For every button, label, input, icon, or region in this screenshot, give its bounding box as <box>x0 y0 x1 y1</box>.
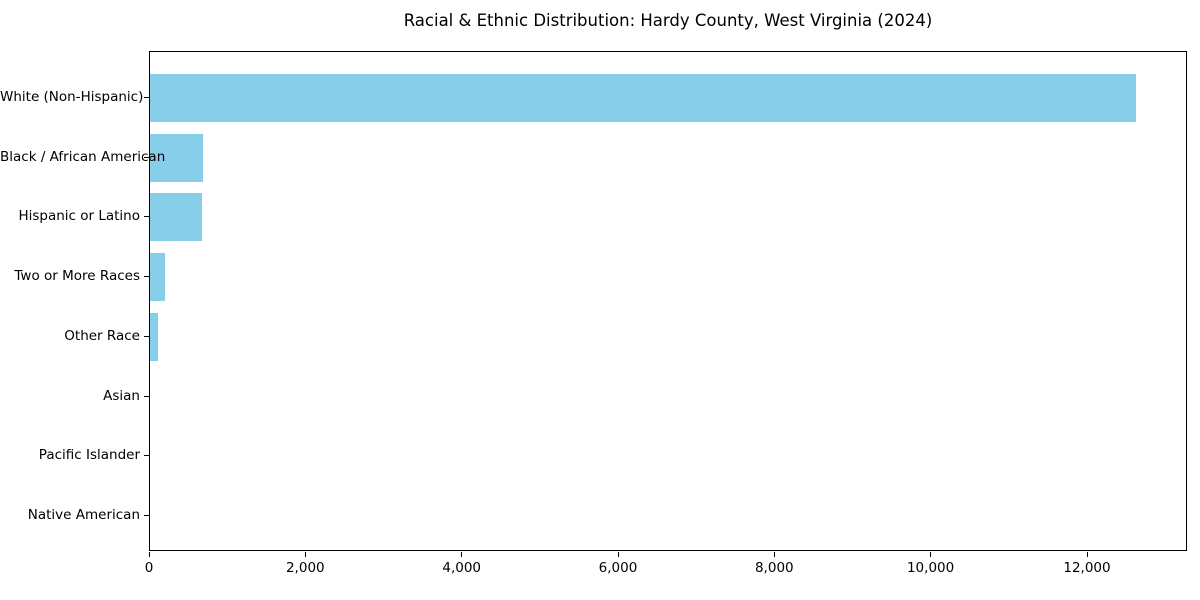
bar-hispanic-or-latino <box>150 193 202 242</box>
y-tick-label-two-or-more-races: Two or More Races <box>14 268 140 285</box>
y-tick-label-black-african-american: Black / African American <box>0 148 166 165</box>
y-tick-label-white-non-hispanic: White (Non-Hispanic) <box>0 89 144 105</box>
x-tick-mark <box>617 552 619 557</box>
y-tick-label-asian: Asian <box>103 387 140 404</box>
x-tick-label-8-000: 8,000 <box>754 560 794 576</box>
bar-white-non-hispanic <box>150 74 1137 122</box>
x-tick-mark <box>461 552 463 557</box>
x-tick-mark <box>773 552 775 557</box>
y-tick-mark <box>144 455 149 457</box>
x-tick-mark <box>148 552 150 557</box>
y-tick-mark <box>144 514 149 516</box>
y-tick-mark <box>144 216 149 218</box>
x-tick-mark <box>304 552 306 557</box>
x-tick-label-10-000: 10,000 <box>906 560 955 576</box>
bar-other-race <box>150 312 158 361</box>
y-tick-mark <box>144 395 149 397</box>
chart-title: Racial & Ethnic Distribution: Hardy Coun… <box>403 11 933 30</box>
x-tick-mark <box>930 552 932 557</box>
y-tick-label-native-american: Native American <box>27 506 140 523</box>
x-tick-label-12-000: 12,000 <box>1063 560 1111 576</box>
x-tick-mark <box>1086 552 1088 557</box>
y-tick-label-hispanic-or-latino: Hispanic or Latino <box>18 208 140 225</box>
y-tick-mark <box>144 335 149 337</box>
y-tick-mark <box>144 156 149 158</box>
x-tick-label-2-000: 2,000 <box>285 560 325 576</box>
bar-two-or-more-races <box>150 253 165 302</box>
x-tick-label-4-000: 4,000 <box>442 560 482 576</box>
x-tick-label-6-000: 6,000 <box>598 560 638 576</box>
y-tick-mark <box>144 276 149 278</box>
x-tick-label-0: 0 <box>144 560 154 576</box>
y-tick-label-pacific-islander: Pacific Islander <box>38 447 140 464</box>
bar-black-african-american <box>150 133 204 182</box>
y-tick-label-other-race: Other Race <box>64 327 140 344</box>
y-tick-mark <box>144 97 149 98</box>
plot-area <box>149 51 1187 551</box>
